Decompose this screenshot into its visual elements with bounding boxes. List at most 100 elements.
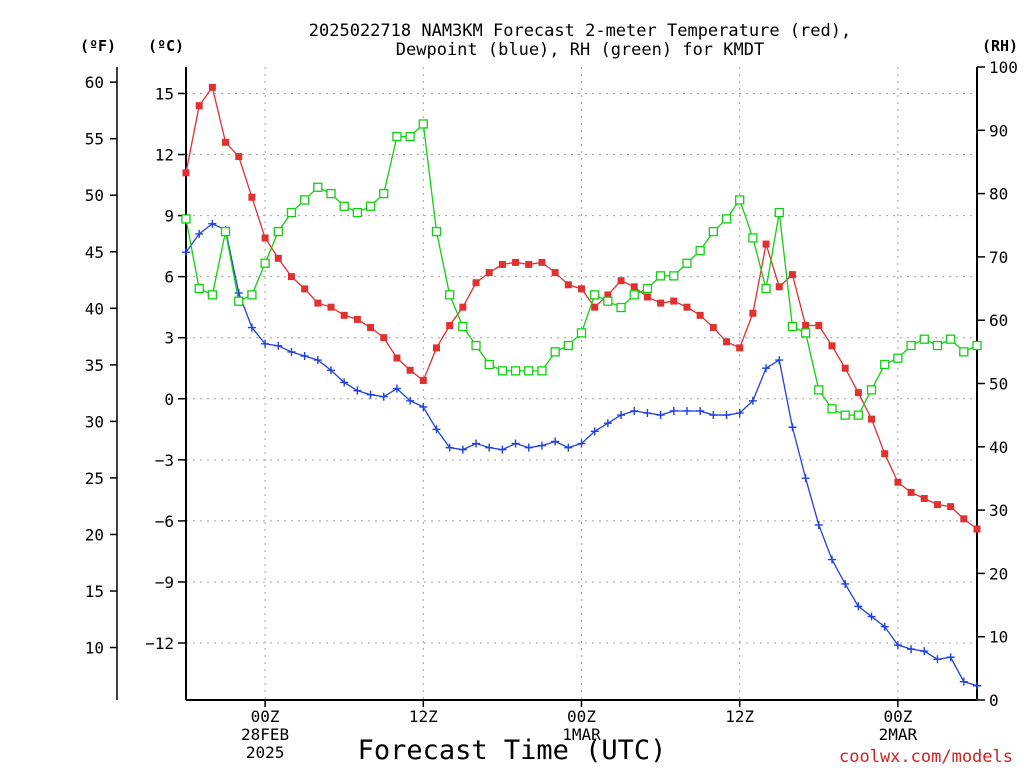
- temperature-point: [630, 283, 638, 291]
- dewpoint-point: [827, 555, 836, 564]
- rh-point: [827, 404, 837, 414]
- temperature-point: [182, 169, 190, 177]
- temperature-point: [274, 254, 282, 262]
- rh-point: [497, 366, 508, 376]
- time-tick-label: 1MAR: [562, 725, 601, 744]
- rh-point: [484, 359, 494, 370]
- rh-point: [603, 296, 613, 306]
- fahrenheit-tick-label: 55: [85, 130, 104, 149]
- temperature-point: [564, 281, 572, 289]
- rh-point: [392, 131, 402, 142]
- rh-point: [181, 214, 191, 224]
- dewpoint-point: [973, 681, 981, 690]
- temperature-point: [841, 364, 849, 372]
- celsius-tick-label: −9: [155, 573, 174, 592]
- rh-point: [959, 347, 969, 357]
- temperature-point: [762, 240, 770, 248]
- dewpoint-point: [182, 248, 190, 257]
- fahrenheit-tick-label: 45: [85, 243, 104, 262]
- rh-point: [207, 290, 218, 300]
- rh-tick-label: 50: [989, 375, 1008, 394]
- dewpoint-point: [247, 323, 256, 332]
- temperature-point: [920, 494, 928, 502]
- rh-point: [695, 245, 705, 256]
- temperature-point: [327, 303, 335, 311]
- rh-point: [642, 283, 653, 294]
- temperature-point: [222, 138, 230, 146]
- rh-point: [893, 353, 903, 363]
- dewpoint-point: [854, 602, 863, 611]
- temperature-point: [657, 299, 665, 307]
- dewpoint-point: [682, 406, 691, 415]
- rh-point: [576, 328, 587, 338]
- dewpoint-point: [617, 411, 626, 420]
- rh-point: [273, 226, 283, 237]
- dewpoint-point: [537, 441, 546, 450]
- dewpoint-point: [261, 339, 270, 348]
- temperature-point: [643, 293, 651, 301]
- temperature-point: [287, 273, 295, 281]
- rh-point: [590, 290, 600, 300]
- rh-point: [365, 201, 376, 211]
- temperature-point: [933, 501, 941, 509]
- dewpoint-point: [643, 409, 652, 418]
- rh-point: [655, 271, 666, 281]
- dewpoint-point: [313, 356, 322, 365]
- credit-link[interactable]: coolwx.com/models: [839, 747, 1013, 767]
- temperature-point: [749, 309, 757, 317]
- rh-point: [220, 226, 231, 237]
- rh-point: [880, 359, 890, 370]
- rh-point: [761, 283, 771, 294]
- fahrenheit-unit-label: (ºF): [80, 37, 116, 55]
- temperature-series: [182, 83, 981, 533]
- time-tick-label: 2MAR: [879, 725, 918, 744]
- temperature-point: [353, 315, 361, 323]
- dewpoint-point: [748, 396, 757, 405]
- temperature-point: [578, 285, 585, 293]
- temperature-point: [512, 258, 520, 266]
- temperature-point: [406, 366, 414, 374]
- dewpoint-point: [551, 437, 560, 446]
- temperature-point: [248, 193, 256, 201]
- dewpoint-point: [287, 347, 296, 356]
- rh-point: [629, 290, 639, 300]
- rh-point: [748, 233, 758, 243]
- temperature-point: [485, 269, 493, 277]
- dewpoint-point: [722, 411, 731, 420]
- rh-point: [234, 296, 244, 306]
- rh-point: [445, 290, 455, 300]
- celsius-axis: 15 12 9 6 3 0 −3 −6 −9 −12: [145, 84, 186, 653]
- temperature-point: [261, 234, 269, 242]
- temperature-point: [670, 297, 678, 305]
- temperature-point: [340, 311, 348, 319]
- rh-tick-label: 60: [989, 311, 1008, 330]
- rh-series: [181, 119, 982, 420]
- rh-point: [616, 302, 626, 313]
- rh-point: [669, 271, 679, 281]
- temperature-point: [195, 102, 203, 110]
- dewpoint-point: [445, 443, 454, 452]
- rh-tick-label: 70: [989, 248, 1008, 267]
- rh-point: [313, 182, 323, 192]
- dewpoint-point: [669, 406, 678, 415]
- dewpoint-point: [946, 653, 955, 662]
- temperature-point: [696, 311, 704, 319]
- temperature-point: [419, 376, 427, 384]
- rh-point: [550, 347, 560, 357]
- dewpoint-point: [300, 352, 309, 361]
- dewpoint-point: [735, 409, 744, 418]
- celsius-tick-label: 12: [155, 146, 174, 165]
- rh-tick-label: 30: [989, 501, 1008, 520]
- temperature-point: [498, 260, 506, 268]
- fahrenheit-tick-label: 20: [85, 525, 104, 544]
- dewpoint-point: [472, 439, 481, 448]
- fahrenheit-tick-label: 25: [85, 469, 104, 488]
- dewpoint-point: [959, 677, 968, 686]
- celsius-tick-label: −6: [155, 512, 174, 531]
- dewpoint-point: [880, 622, 889, 631]
- rh-point: [537, 366, 547, 376]
- rh-point: [286, 207, 297, 218]
- dewpoint-point: [867, 612, 876, 621]
